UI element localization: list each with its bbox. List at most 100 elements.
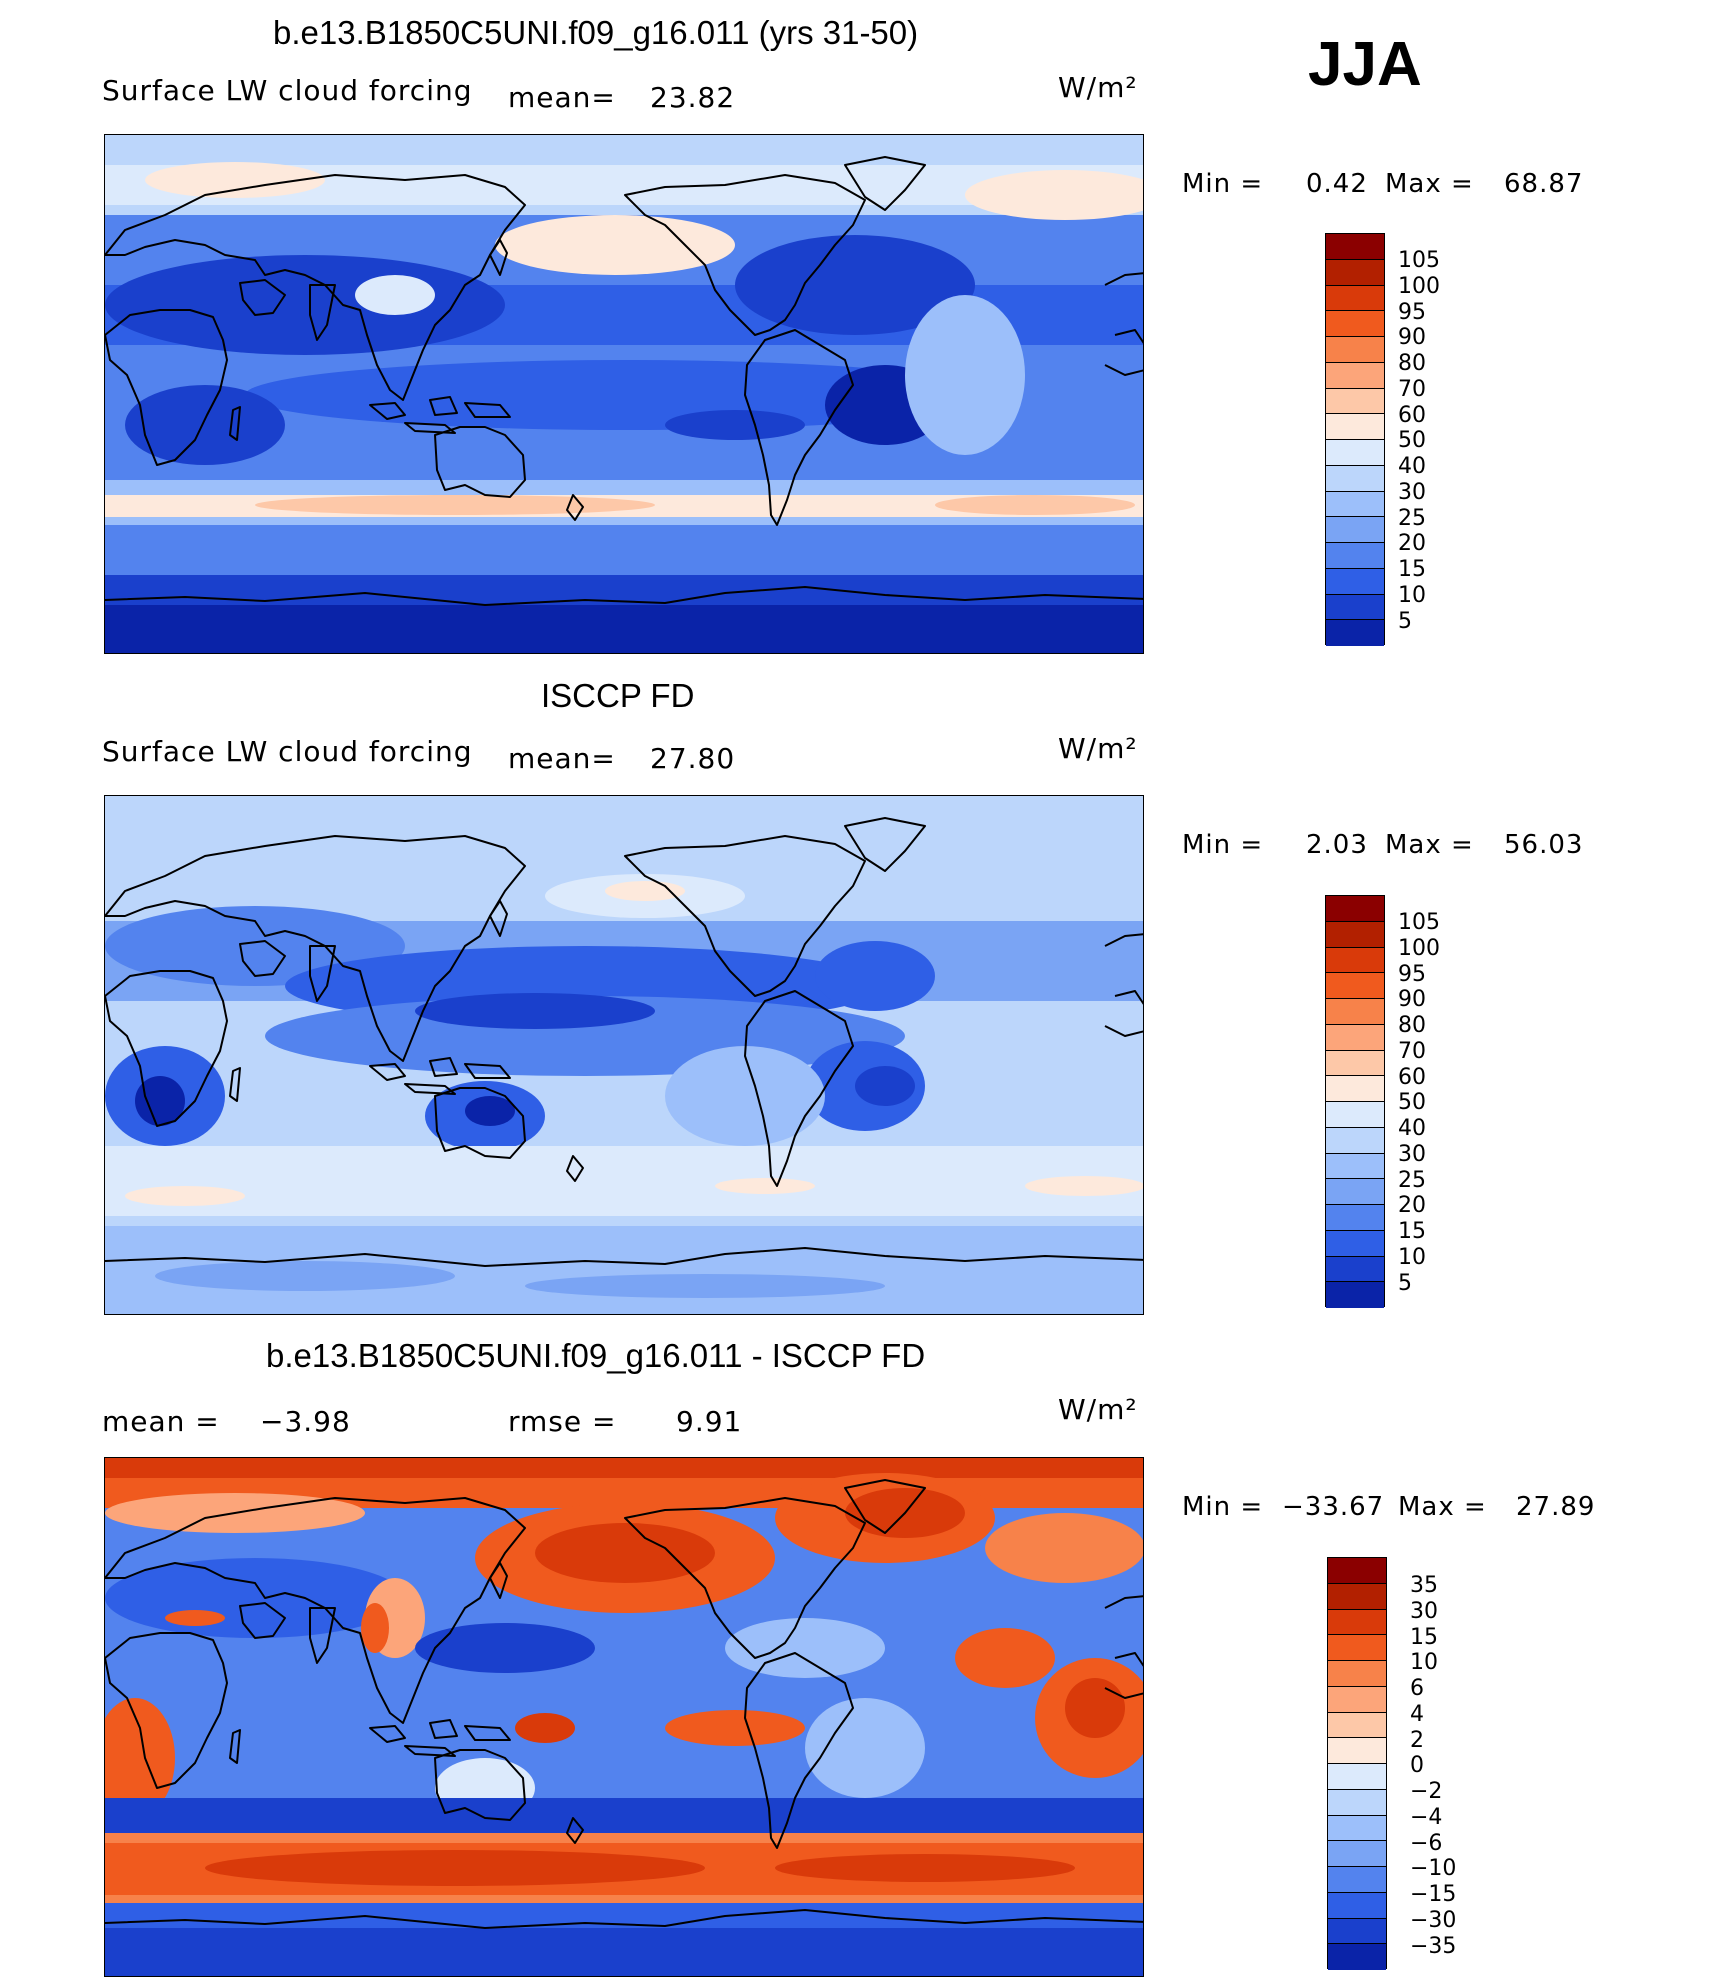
- colorbar-swatch: [1326, 973, 1384, 999]
- colorbar-tick-label: 100: [1398, 273, 1440, 299]
- colorbar-tick-label: −15: [1410, 1882, 1457, 1907]
- colorbar-tick-label: 40: [1398, 454, 1426, 479]
- colorbar-swatch: [1326, 465, 1384, 492]
- panel-1-max-label: Max =: [1385, 169, 1474, 199]
- colorbar-swatch: [1326, 1102, 1384, 1128]
- colorbar-swatch: [1326, 1050, 1384, 1077]
- panel-3-colorbar: [1327, 1557, 1387, 1970]
- colorbar-swatch: [1328, 1892, 1386, 1919]
- colorbar-tick-label: 6: [1410, 1676, 1424, 1701]
- colorbar-tick-label: 100: [1398, 935, 1440, 961]
- colorbar-tick-label: 5: [1398, 1270, 1412, 1296]
- colorbar-swatch: [1326, 234, 1384, 260]
- panel-3-mean-label: mean =: [102, 1405, 220, 1438]
- colorbar-swatch: [1326, 896, 1384, 922]
- colorbar-tick-label: 60: [1398, 402, 1426, 428]
- colorbar-swatch: [1326, 999, 1384, 1025]
- panel-3-min-label: Min =: [1182, 1492, 1264, 1522]
- colorbar-swatch: [1328, 1661, 1386, 1687]
- colorbar-tick-label: 15: [1410, 1624, 1438, 1650]
- colorbar-tick-label: 5: [1398, 608, 1412, 634]
- colorbar-tick-label: 15: [1398, 1219, 1426, 1244]
- colorbar-swatch: [1326, 517, 1384, 543]
- colorbar-swatch: [1326, 1256, 1384, 1283]
- colorbar-tick-label: 30: [1398, 479, 1426, 505]
- panel-2-max-label: Max =: [1385, 830, 1474, 860]
- panel-1-min-label: Min =: [1182, 169, 1264, 199]
- colorbar-tick-label: −4: [1410, 1804, 1443, 1830]
- colorbar-tick-label: 105: [1398, 248, 1440, 273]
- colorbar-swatch: [1328, 1686, 1386, 1713]
- panel-2-unit: W/m²: [1058, 732, 1138, 765]
- colorbar-tick-label: 30: [1410, 1598, 1438, 1624]
- panel-3-mean-value: −3.98: [260, 1405, 351, 1438]
- colorbar-tick-label: 10: [1410, 1650, 1438, 1676]
- colorbar-swatch: [1328, 1841, 1386, 1867]
- colorbar-tick-label: 20: [1398, 531, 1426, 557]
- colorbar-swatch: [1326, 1127, 1384, 1154]
- panel-3-unit: W/m²: [1058, 1393, 1138, 1426]
- panel-3-rmse-label: rmse =: [508, 1405, 617, 1438]
- colorbar-swatch: [1328, 1635, 1386, 1661]
- colorbar-swatch: [1328, 1944, 1386, 1970]
- colorbar-swatch: [1326, 491, 1384, 518]
- panel-2-max-value: 56.03: [1504, 830, 1584, 860]
- colorbar-swatch: [1328, 1609, 1386, 1636]
- colorbar-tick-label: 0: [1410, 1753, 1424, 1779]
- colorbar-swatch: [1326, 259, 1384, 286]
- panel-3-title: b.e13.B1850C5UNI.f09_g16.011 - ISCCP FD: [266, 1337, 926, 1374]
- colorbar-tick-label: 80: [1398, 351, 1426, 376]
- colorbar-swatch: [1326, 543, 1384, 569]
- colorbar-swatch: [1326, 1024, 1384, 1051]
- colorbar-tick-label: 20: [1398, 1193, 1426, 1219]
- colorbar-swatch: [1326, 1230, 1384, 1257]
- colorbar-swatch: [1326, 1153, 1384, 1180]
- panel-2-min-value: 2.03: [1306, 830, 1368, 860]
- colorbar-tick-label: 60: [1398, 1064, 1426, 1090]
- colorbar-swatch: [1328, 1738, 1386, 1764]
- colorbar-swatch: [1326, 388, 1384, 415]
- colorbar-tick-label: 35: [1410, 1573, 1438, 1598]
- panel-1-min-value: 0.42: [1306, 169, 1368, 199]
- panel-1-title: b.e13.B1850C5UNI.f09_g16.011 (yrs 31-50): [273, 14, 919, 51]
- colorbar-swatch: [1326, 947, 1384, 974]
- colorbar-tick-label: 95: [1398, 299, 1426, 325]
- colorbar-tick-label: 90: [1398, 987, 1426, 1013]
- panel-1-mean-label: mean=: [508, 81, 616, 114]
- colorbar-swatch: [1326, 594, 1384, 621]
- colorbar-swatch: [1326, 1076, 1384, 1102]
- panel-1-unit: W/m²: [1058, 71, 1138, 104]
- colorbar-tick-label: −30: [1410, 1907, 1457, 1933]
- colorbar-tick-label: 50: [1398, 1090, 1426, 1116]
- colorbar-swatch: [1326, 414, 1384, 440]
- colorbar-swatch: [1326, 1205, 1384, 1231]
- colorbar-tick-label: 50: [1398, 428, 1426, 454]
- colorbar-swatch: [1328, 1815, 1386, 1842]
- panel-3-min-value: −33.67: [1282, 1492, 1385, 1522]
- colorbar-tick-label: 15: [1398, 557, 1426, 582]
- panel-1-max-value: 68.87: [1504, 169, 1584, 199]
- colorbar-tick-label: 70: [1398, 376, 1426, 402]
- colorbar-swatch: [1328, 1789, 1386, 1816]
- panel-3-map: [104, 1457, 1144, 1977]
- panel-3-max-value: 27.89: [1516, 1492, 1596, 1522]
- panel-1-mean-value: 23.82: [650, 81, 736, 114]
- colorbar-swatch: [1328, 1867, 1386, 1893]
- colorbar-swatch: [1326, 1179, 1384, 1205]
- season-label: JJA: [1308, 30, 1422, 99]
- colorbar-swatch: [1328, 1558, 1386, 1584]
- panel-2-variable: Surface LW cloud forcing: [102, 735, 473, 768]
- colorbar-tick-label: 105: [1398, 910, 1440, 935]
- colorbar-swatch: [1328, 1918, 1386, 1945]
- colorbar-swatch: [1326, 620, 1384, 646]
- colorbar-tick-label: 30: [1398, 1141, 1426, 1167]
- panel-2-colorbar: [1325, 895, 1385, 1308]
- colorbar-tick-label: 80: [1398, 1013, 1426, 1038]
- colorbar-swatch: [1326, 1282, 1384, 1308]
- colorbar-tick-label: 40: [1398, 1116, 1426, 1141]
- panel-1-colorbar: [1325, 233, 1385, 646]
- colorbar-swatch: [1326, 311, 1384, 337]
- panel-2-map: [104, 795, 1144, 1315]
- colorbar-swatch: [1328, 1764, 1386, 1790]
- colorbar-swatch: [1326, 285, 1384, 312]
